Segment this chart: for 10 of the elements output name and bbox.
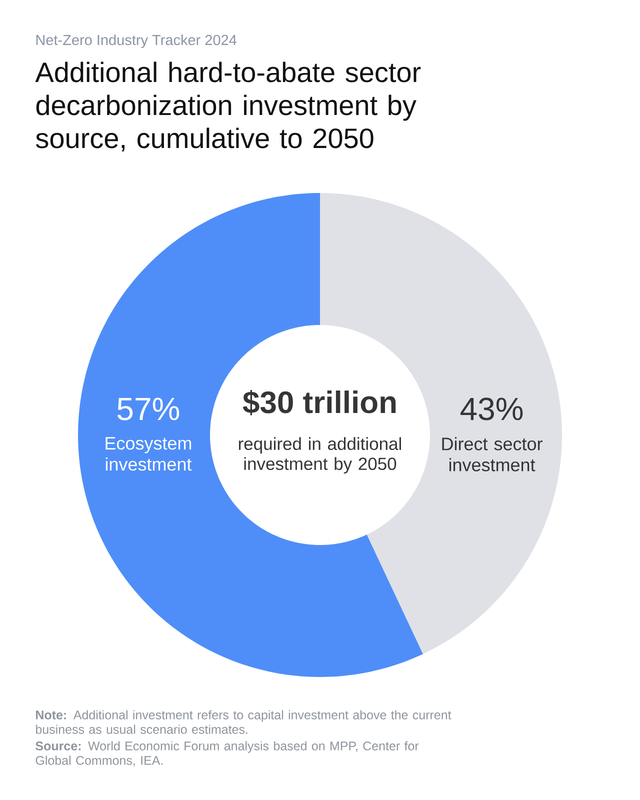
slice-label: Direct sector investment xyxy=(442,437,542,472)
data-label: 43% xyxy=(460,398,523,420)
data-label: 57% xyxy=(117,398,180,420)
text: $30 trillion xyxy=(242,390,396,416)
text: required in additional investment by 2050 xyxy=(238,437,401,474)
text: Note: Additional investment refers to capital investment above the current business as usual scenario estimates. xyxy=(36,710,452,734)
chart-subtitle: Net-Zero Industry Tracker 2024 xyxy=(36,34,236,48)
slice-label: Ecosystem investment xyxy=(106,437,192,471)
text: Source: World Economic Forum analysis based on MPP, Center for Global Commons, IEA. xyxy=(36,741,419,766)
chart-title: Additional hard-to-abate sector decarbonization investment by source, cumulative to 2050 xyxy=(35,62,421,152)
